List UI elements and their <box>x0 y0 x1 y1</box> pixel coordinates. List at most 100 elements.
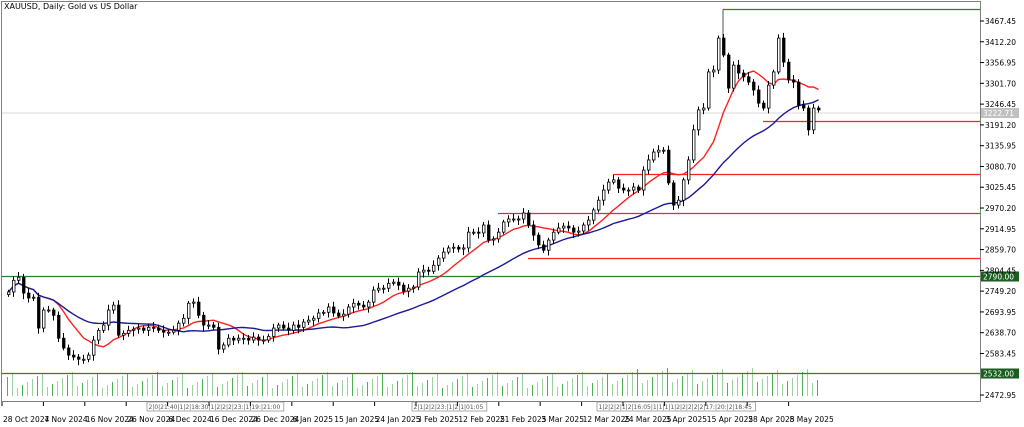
event-marker-text[interactable]: 2|1|2|2|23:|1|2|1|01:05 <box>414 404 484 411</box>
date-tick-label: 3 Mar 2025 <box>541 415 584 424</box>
candle <box>707 71 711 109</box>
event-marker-box <box>596 401 756 412</box>
candle <box>697 109 701 131</box>
candle <box>82 358 86 361</box>
candle <box>352 302 356 308</box>
candle <box>297 324 301 328</box>
candle <box>682 179 686 201</box>
candle <box>537 234 541 246</box>
event-marker-box <box>411 401 488 412</box>
candle <box>552 231 556 241</box>
price-tick-label: 2914.95 <box>985 225 1016 234</box>
candle <box>507 218 511 223</box>
price-tick-label: 3191.20 <box>985 121 1016 130</box>
candle <box>142 327 146 331</box>
candle <box>232 337 236 341</box>
event-markers: 2|0|21:40|1|2|18:30|1|2|2|2|23:|1|19:|21… <box>146 401 756 412</box>
candle <box>417 271 421 288</box>
candle <box>252 336 256 341</box>
candle <box>167 331 171 334</box>
date-tick-label: 3 Apr 2025 <box>665 415 707 424</box>
candle <box>302 321 306 328</box>
candle <box>752 81 756 91</box>
date-tick-label: 24 Jan 2025 <box>376 415 421 424</box>
candle <box>687 159 691 181</box>
candle <box>62 337 66 349</box>
candle <box>672 182 676 206</box>
candle <box>557 227 561 233</box>
candle <box>92 339 96 356</box>
candle <box>327 306 331 313</box>
candle <box>617 179 621 189</box>
candle <box>262 339 266 342</box>
candle <box>37 296 41 329</box>
candle <box>467 231 471 249</box>
date-tick-label: 24 Mar 2025 <box>624 415 672 424</box>
price-tick-label: 2583.45 <box>985 349 1016 358</box>
candle <box>782 37 786 63</box>
candle <box>27 292 31 299</box>
candle <box>722 37 726 56</box>
candle <box>372 289 376 303</box>
candle <box>777 37 781 73</box>
date-tick-label: 3 Feb 2025 <box>417 415 459 424</box>
candle <box>257 336 261 341</box>
date-tick-label: 28 Oct 2024 <box>3 415 50 424</box>
candle <box>452 246 456 249</box>
candle <box>12 279 16 293</box>
date-tick-label: 16 Dec 2024 <box>210 415 258 424</box>
candle <box>87 354 91 360</box>
candle <box>547 239 551 251</box>
candle <box>382 287 386 290</box>
date-tick-label: 15 Apr 2025 <box>707 415 754 424</box>
price-tick-label: 3025.45 <box>985 183 1016 192</box>
candle <box>127 329 131 334</box>
candle <box>572 227 576 233</box>
price-tick-label: 2638.70 <box>985 329 1016 338</box>
price-tick-label: 2859.70 <box>985 246 1016 255</box>
candle <box>787 61 791 81</box>
event-marker-text[interactable]: 1|2|2|2|1|2|16:05|1|1|1|1|2|2|2|2|2|17:|… <box>599 404 753 411</box>
candle <box>202 314 206 326</box>
candle <box>727 54 731 89</box>
candle <box>587 219 591 226</box>
price-tick-label: 3246.45 <box>985 100 1016 109</box>
candle <box>792 79 796 83</box>
candle <box>492 238 496 241</box>
candles <box>7 32 821 366</box>
current-price-badge <box>981 108 1019 119</box>
candle <box>442 251 446 259</box>
candle <box>502 221 506 233</box>
candle <box>222 344 226 350</box>
candle <box>402 284 406 292</box>
candle <box>237 337 241 341</box>
price-tick-label: 3301.70 <box>985 79 1016 88</box>
candle <box>612 179 616 183</box>
candle <box>627 189 631 192</box>
candle <box>357 302 361 306</box>
candle <box>387 282 391 289</box>
level-lines <box>2 8 980 375</box>
candle <box>607 181 611 191</box>
candle <box>347 306 351 315</box>
candle <box>267 335 271 341</box>
date-tick-label: 8 May 2025 <box>790 415 834 424</box>
price-tick-label: 3467.45 <box>985 17 1016 26</box>
candle <box>532 224 536 236</box>
candle <box>192 301 196 304</box>
candle <box>797 81 801 106</box>
candle <box>647 159 651 171</box>
candle <box>602 189 606 201</box>
candle <box>182 317 186 324</box>
candle <box>742 72 746 78</box>
candle <box>482 224 486 234</box>
event-marker-text[interactable]: 2|0|21:40|1|2|18:30|1|2|2|2|23:|1|19:|21… <box>149 404 281 411</box>
candle <box>567 225 571 229</box>
candle <box>677 199 681 206</box>
candle <box>767 84 771 109</box>
price-tick-label: 2749.20 <box>985 287 1016 296</box>
candle <box>527 212 531 226</box>
candle <box>377 287 381 291</box>
candle <box>762 102 766 109</box>
